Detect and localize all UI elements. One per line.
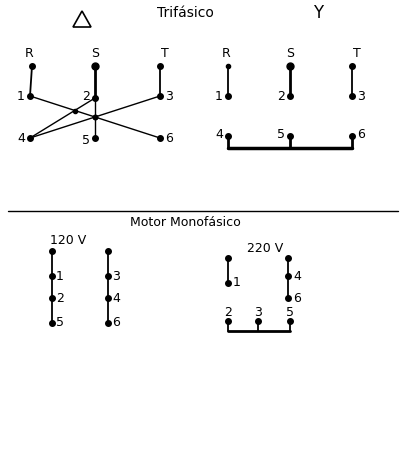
Text: 220 V: 220 V xyxy=(246,241,282,254)
Text: 1: 1 xyxy=(56,269,64,282)
Text: 4: 4 xyxy=(112,292,119,304)
Text: T: T xyxy=(352,47,360,60)
Text: R: R xyxy=(221,47,230,60)
Text: T: T xyxy=(161,47,168,60)
Text: 6: 6 xyxy=(356,128,364,141)
Text: 3: 3 xyxy=(112,269,119,282)
Text: 5: 5 xyxy=(56,316,64,329)
Text: 3: 3 xyxy=(254,306,261,318)
Text: 6: 6 xyxy=(112,316,119,329)
Text: 2: 2 xyxy=(56,292,64,304)
Text: 6: 6 xyxy=(292,292,300,304)
Text: 120 V: 120 V xyxy=(50,234,86,247)
Text: Trifásico: Trifásico xyxy=(156,6,213,20)
Text: Motor Monofásico: Motor Monofásico xyxy=(129,217,240,229)
Text: 6: 6 xyxy=(165,131,173,144)
Text: 1: 1 xyxy=(17,89,25,103)
Text: 5: 5 xyxy=(276,128,284,141)
Text: 4: 4 xyxy=(292,269,300,282)
Text: 3: 3 xyxy=(356,89,364,103)
Text: S: S xyxy=(285,47,293,60)
Text: 2: 2 xyxy=(82,89,90,103)
Text: S: S xyxy=(91,47,99,60)
Text: 2: 2 xyxy=(276,89,284,103)
Text: 4: 4 xyxy=(215,128,222,141)
Text: 1: 1 xyxy=(232,276,240,289)
Text: Y: Y xyxy=(312,4,322,22)
Text: 5: 5 xyxy=(82,133,90,146)
Text: R: R xyxy=(25,47,33,60)
Text: 5: 5 xyxy=(285,306,293,318)
Text: 3: 3 xyxy=(165,89,173,103)
Text: 4: 4 xyxy=(17,131,25,144)
Text: 2: 2 xyxy=(224,306,231,318)
Text: 1: 1 xyxy=(215,89,222,103)
